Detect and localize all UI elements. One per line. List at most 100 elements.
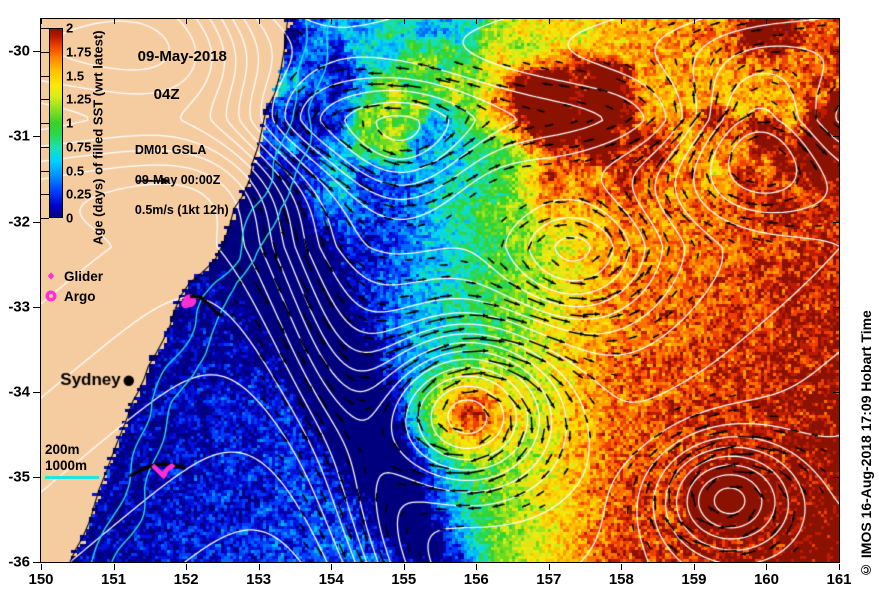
x-axis-tick [548,564,550,570]
y-axis-label: -35 [8,468,30,486]
colorbar-tick-label: 2 [66,20,74,36]
platform-legend: Glider Argo [38,266,103,306]
x-axis-tick [186,564,188,570]
y-axis-tick [33,306,40,308]
velocity-scale-arrow-icon [136,177,170,185]
x-axis-tick [41,564,42,570]
y-axis-tick [33,476,40,478]
x-axis-tick-top [258,18,260,24]
circle-marker-icon [38,289,64,303]
x-axis-tick-top [331,18,333,24]
x-axis-label: 151 [101,571,127,588]
y-axis-label: -33 [8,298,30,316]
colorbar [49,28,63,218]
y-axis-tick [33,136,40,138]
x-axis-label: 153 [246,571,272,588]
bathymetry-label-1000m: 1000m [45,458,88,473]
y-axis-tick-right [833,391,840,393]
x-axis-label: 156 [463,571,489,588]
colorbar-tick [41,99,49,101]
gsla-scale-text: 0.5m/s (1kt 12h) [134,203,229,217]
y-axis-tick-right [833,51,840,53]
y-axis-label: -34 [8,383,30,401]
x-axis-tick [621,564,623,570]
legend-item-glider: Glider [38,266,103,286]
y-axis-tick-right [833,306,840,308]
x-axis-tick [839,564,840,570]
x-axis-tick-top [766,18,768,24]
diamond-marker-icon [38,270,64,282]
x-axis-tick [476,564,478,570]
y-axis-tick-right [833,476,840,478]
x-axis-tick [766,564,768,570]
colorbar-tick-label: 0.75 [66,139,92,155]
colorbar-tick-label: 1.25 [66,91,92,107]
x-axis-tick [113,564,115,570]
colorbar-tick-label: 1 [66,115,74,131]
colorbar-tick-label: 1.75 [66,44,92,60]
colorbar-tick-label: 0 [66,210,74,226]
y-axis-tick-right [833,562,840,563]
x-axis-tick-top [621,18,623,24]
y-axis-tick [33,221,40,223]
contours-vectors-coastline-overlay [41,19,839,562]
colorbar-tick [41,75,49,77]
y-axis-tick [33,51,40,53]
legend-label-argo: Argo [64,288,96,304]
x-axis-label: 150 [28,571,54,588]
x-axis-label: 157 [536,571,562,588]
y-axis-label: -31 [8,127,30,145]
colorbar-tick [41,218,49,219]
y-axis-tick-right [833,136,840,138]
colorbar-tick-label: 0.5 [66,163,85,178]
x-axis-label: 159 [681,571,707,588]
colorbar-tick [41,194,49,196]
date-annotation: 09-May-2018 04Z [121,28,227,123]
map-plot-area [40,18,840,563]
colorbar-tick [41,146,49,148]
gsla-time-text: 09-May 00:00Z [134,173,221,187]
y-axis-label: -30 [8,42,30,60]
colorbar-tick [41,28,49,29]
y-axis-tick [33,391,40,393]
x-axis-tick-top [186,18,188,24]
x-axis-tick [331,564,333,570]
colorbar-tick [41,51,49,53]
x-axis-label: 152 [173,571,199,588]
x-axis-label: 161 [826,571,852,588]
x-axis-label: 154 [318,571,344,588]
colorbar-tick-label: 1.5 [66,68,85,83]
y-axis-tick [33,562,40,563]
x-axis-tick [403,564,405,570]
y-axis-label: -36 [8,553,30,571]
credit-text: © IMOS 16-Aug-2018 17:09 Hobart Time [858,310,874,578]
gsla-product-text: DM01 GSLA [134,143,207,157]
legend-label-glider: Glider [64,268,104,284]
x-axis-tick [258,564,260,570]
x-axis-label: 155 [391,571,417,588]
x-axis-tick-top [476,18,478,24]
x-axis-tick-top [693,18,695,24]
gsla-annotation: DM01 GSLA 09-May 00:00Z 0.5m/s (1kt 12h) [121,128,229,233]
y-axis-tick-right [833,221,840,223]
x-axis-tick-top [403,18,405,24]
colorbar-tick [41,170,49,172]
bathymetry-contour-swatch [45,476,99,479]
date-text: 09-May-2018 [137,48,227,65]
x-axis-label: 160 [753,571,779,588]
x-axis-tick-top [41,18,42,24]
bathymetry-legend: 200m 1000m [45,442,99,479]
colorbar-tick-label: 0.25 [66,186,92,202]
x-axis-tick-top [839,18,840,24]
credit-block: © IMOS 16-Aug-2018 17:09 Hobart Time [858,288,879,578]
x-axis-label: 158 [608,571,634,588]
legend-item-argo: Argo [38,286,103,306]
time-text: 04Z [153,86,180,103]
x-axis-tick-top [548,18,550,24]
colorbar-tick [41,123,49,124]
x-axis-tick [693,564,695,570]
colorbar-title: Age (days) of filled SST (wrt latest) [90,30,106,246]
bathymetry-label-200m: 200m [45,442,80,457]
x-axis-tick-top [113,18,115,24]
